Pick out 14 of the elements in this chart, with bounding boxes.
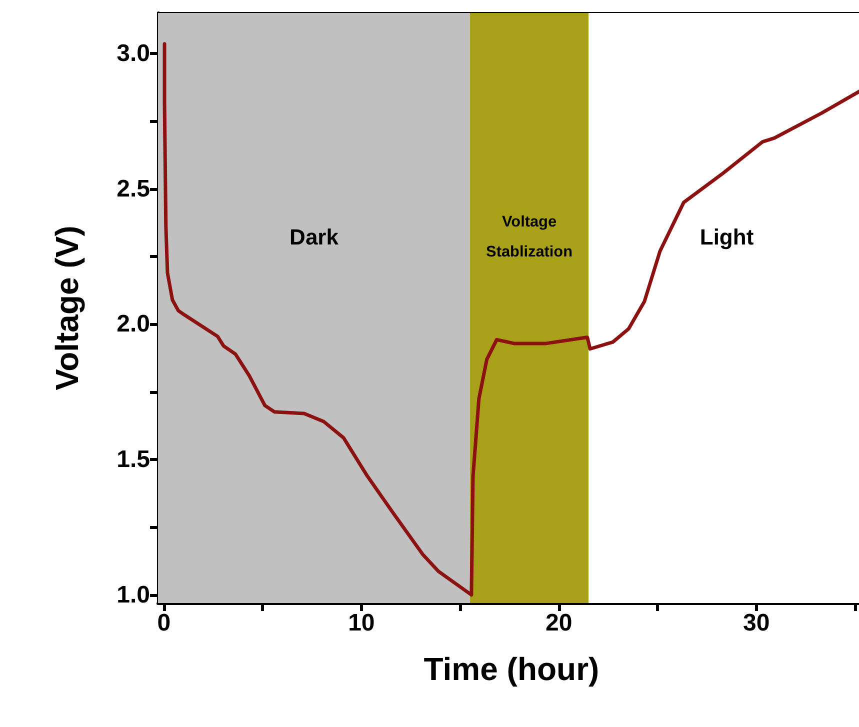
y-tick-label: 3.0 [116,40,150,68]
x-tick-label: 30 [743,610,770,636]
x-tick-label: 0 [157,610,171,636]
band-label: Dark [290,224,340,250]
y-tick-label: 1.5 [116,446,150,474]
y-tick-label: 1.0 [116,581,150,608]
y-tick-label: 2.0 [116,310,150,338]
x-tick-label: 10 [348,610,375,636]
band-label: Voltage Stablization [486,214,572,261]
y-tick-label: 2.5 [116,175,150,202]
x-tick-label: 20 [546,610,572,636]
y-axis-title: Voltage (V) [49,226,85,390]
x-axis-title: Time (hour) [424,651,600,687]
band-label: Light [700,224,754,250]
